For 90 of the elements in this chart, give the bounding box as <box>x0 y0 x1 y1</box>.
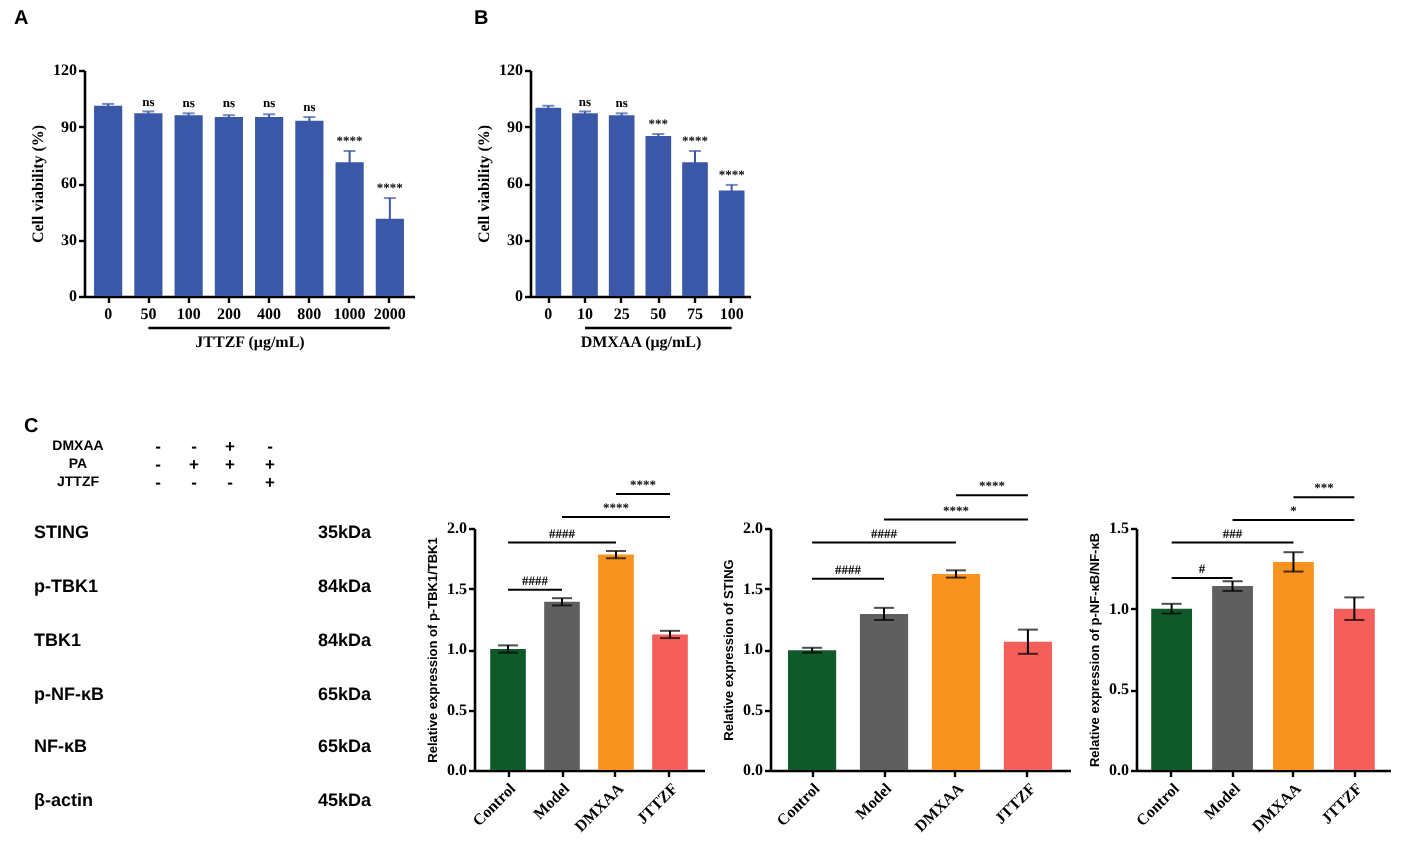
x-tick-label: 1000 <box>333 305 366 323</box>
y-tick-label: 0.0 <box>743 761 763 779</box>
bar <box>535 107 562 296</box>
bar <box>1151 608 1193 770</box>
y-tick-label: 120 <box>53 61 77 79</box>
text: - <box>191 436 198 456</box>
x-axis-title: DMXAA (μg/mL) <box>580 333 702 351</box>
y-tick-label: 1.0 <box>1109 599 1129 618</box>
bar <box>94 105 123 296</box>
x-tick-label: 400 <box>257 305 282 323</box>
y-tick-label: 1.5 <box>1109 519 1129 537</box>
y-tick-label: 0 <box>515 287 523 305</box>
y-tick-label: 30 <box>61 230 77 249</box>
bar <box>645 135 672 296</box>
bar <box>174 115 203 296</box>
x-tick-label: 2000 <box>373 305 406 323</box>
y-tick-label: 0.5 <box>743 700 763 719</box>
chart-title: B <box>474 8 489 30</box>
text: β-actin <box>34 790 93 810</box>
x-tick-label: 800 <box>297 305 322 323</box>
x-axis-title: JTTZF (μg/mL) <box>195 333 306 351</box>
bar <box>1003 641 1053 770</box>
y-tick-label: 0.5 <box>447 700 467 719</box>
bar <box>214 117 243 296</box>
y-tick-label: 1.5 <box>743 579 763 598</box>
text: - <box>191 472 198 492</box>
y-tick-label: 2.0 <box>447 519 467 537</box>
y-tick-label: 60 <box>507 174 523 192</box>
text: - <box>267 436 274 456</box>
y-tick-label: 2.0 <box>743 519 763 537</box>
x-tick-label: 100 <box>719 305 744 323</box>
y-tick-label: 1.0 <box>743 640 763 658</box>
y-tick-label: 0.5 <box>1109 680 1129 699</box>
chart-title: A <box>14 8 29 30</box>
text: NF-κB <box>34 736 89 756</box>
y-tick-label: 0.0 <box>1109 761 1129 779</box>
text: 65kDa <box>318 684 374 704</box>
bar <box>1212 586 1253 770</box>
y-axis-title: Cell viability (%) <box>29 124 47 244</box>
text: STING <box>34 522 90 542</box>
bar <box>598 554 634 770</box>
bar <box>1273 561 1314 770</box>
text: 65kDa <box>318 736 374 756</box>
bar <box>652 634 688 770</box>
text: - <box>227 472 234 492</box>
y-tick-label: 0 <box>69 287 77 305</box>
x-tick-label: 0 <box>104 305 113 323</box>
y-tick-label: 0.0 <box>447 761 467 779</box>
text: + <box>225 454 236 474</box>
text: - <box>155 472 162 492</box>
x-tick-label: 75 <box>687 305 703 323</box>
x-tick-label: 50 <box>650 305 667 323</box>
x-tick-label: 200 <box>216 305 241 323</box>
x-tick-label: 10 <box>577 305 593 323</box>
text: TBK1 <box>34 630 82 650</box>
text: - <box>155 436 162 456</box>
x-tick-label: 25 <box>613 305 630 323</box>
bar <box>787 650 837 770</box>
text: + <box>189 454 200 474</box>
text: - <box>155 454 162 474</box>
bar <box>572 113 598 296</box>
y-tick-label: 90 <box>61 117 77 136</box>
y-tick-label: 120 <box>499 61 523 79</box>
text: + <box>225 436 236 456</box>
text: C <box>24 416 39 438</box>
y-tick-label: 60 <box>61 174 77 192</box>
text: + <box>265 454 276 474</box>
bar <box>931 573 981 770</box>
bar <box>490 649 526 770</box>
x-tick-label: 100 <box>176 305 201 323</box>
text: 84kDa <box>318 630 374 650</box>
bar <box>544 601 580 770</box>
y-tick-label: 90 <box>507 117 523 136</box>
text: p-TBK1 <box>34 576 98 596</box>
x-tick-label: 0 <box>544 305 553 323</box>
text: 35kDa <box>318 522 374 542</box>
bar <box>718 190 745 296</box>
bar <box>1333 608 1375 770</box>
y-tick-label: 1.5 <box>447 579 467 598</box>
bar <box>134 113 163 296</box>
text: + <box>265 472 276 492</box>
text: 45kDa <box>318 790 374 810</box>
y-tick-label: 30 <box>507 230 523 249</box>
bar <box>608 115 635 296</box>
text: 84kDa <box>318 576 374 596</box>
bar <box>859 613 909 770</box>
x-tick-label: 50 <box>140 305 157 323</box>
y-axis-title: Cell viability (%) <box>475 124 493 244</box>
y-tick-label: 1.0 <box>447 640 467 658</box>
text: p-NF-κB <box>34 684 106 704</box>
